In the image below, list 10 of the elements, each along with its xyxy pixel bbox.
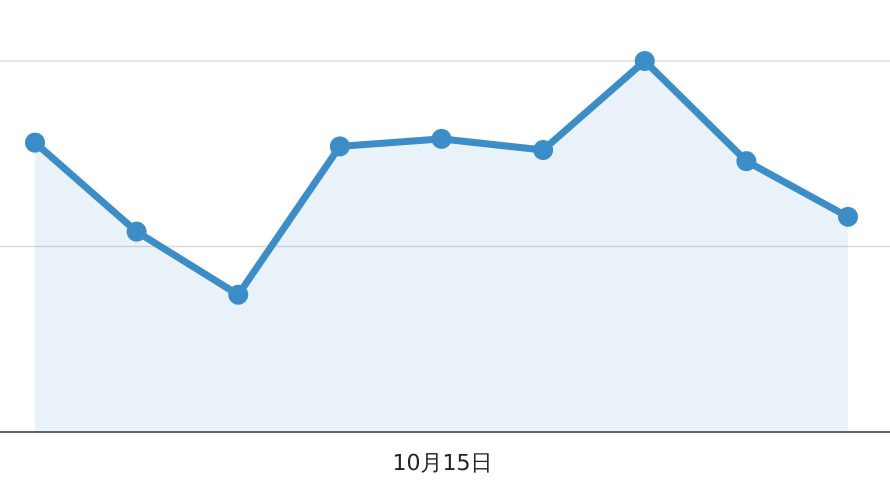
point [634,51,655,71]
point [838,206,858,227]
point [126,222,147,242]
text: 10月15日 [392,451,492,476]
point [736,151,756,172]
point [25,132,45,153]
point [432,128,452,149]
point [533,140,554,160]
point [330,136,350,156]
point [228,284,248,305]
